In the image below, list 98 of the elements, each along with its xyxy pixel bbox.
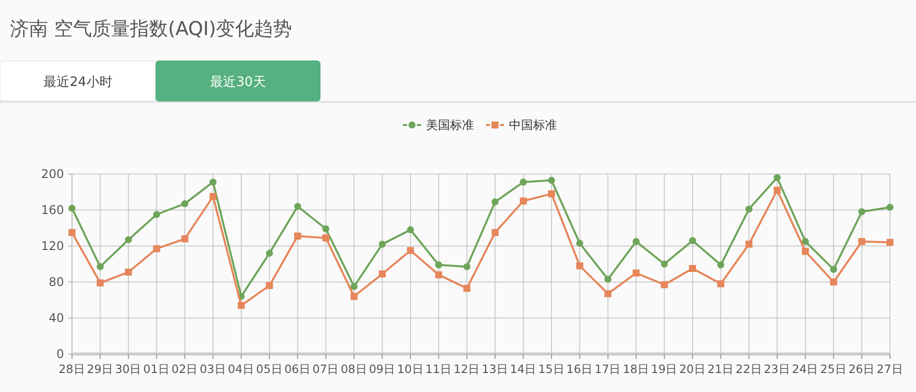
point <box>463 284 470 292</box>
point <box>435 261 442 268</box>
x-tick-label: 22日 <box>736 362 762 376</box>
point <box>350 283 358 290</box>
point <box>350 292 358 300</box>
point <box>266 282 273 290</box>
point <box>266 250 273 257</box>
x-tick-label: 23日 <box>764 362 790 376</box>
point <box>492 198 499 206</box>
point <box>463 263 470 270</box>
chart-title: 济南 空气质量指数(AQI)变化趋势 <box>10 18 292 40</box>
point <box>632 270 640 276</box>
point <box>858 208 866 216</box>
x-tick-label: 29日 <box>86 362 114 376</box>
point <box>124 268 132 276</box>
point <box>660 281 668 288</box>
x-tick-label: 24日 <box>792 362 819 376</box>
point <box>717 280 724 288</box>
x-tick-label: 28日 <box>58 362 86 376</box>
point <box>689 237 696 244</box>
x-tick-label: 12日 <box>454 362 480 376</box>
x-tick-label: 10日 <box>397 362 424 376</box>
point <box>210 178 217 186</box>
point <box>322 234 330 242</box>
y-tick-label: 40 <box>48 311 64 325</box>
legend-label: 美国标准 <box>426 118 474 132</box>
x-tick-label: 15日 <box>538 362 565 376</box>
point <box>294 202 302 210</box>
point <box>435 271 442 278</box>
point <box>802 238 809 245</box>
x-tick-label: 03日 <box>200 362 226 376</box>
point <box>745 206 752 213</box>
point <box>717 261 724 268</box>
point <box>886 204 894 211</box>
point <box>774 186 781 194</box>
x-tick-label: 13日 <box>482 362 508 376</box>
y-tick-label: 80 <box>48 275 64 289</box>
y-tick-label: 120 <box>41 239 64 253</box>
point <box>181 200 188 208</box>
point <box>604 290 612 298</box>
point <box>886 238 894 246</box>
point <box>294 232 302 240</box>
x-tick-label: 02日 <box>172 362 198 376</box>
point <box>660 260 668 268</box>
point <box>406 226 414 234</box>
x-tick-label: 07日 <box>312 362 340 376</box>
point <box>68 229 76 236</box>
point <box>378 240 386 248</box>
point <box>576 240 584 247</box>
legend-label: 中国标准 <box>509 118 557 132</box>
point <box>96 279 104 286</box>
point <box>153 211 160 218</box>
point <box>406 247 414 254</box>
x-tick-label: 16日 <box>566 362 594 376</box>
point <box>858 238 866 245</box>
point <box>632 238 640 245</box>
x-tick-label: 19日 <box>651 362 678 376</box>
x-tick-label: 30日 <box>115 362 142 376</box>
x-tick-label: 20日 <box>679 362 706 376</box>
x-tick-label: 17日 <box>594 362 622 376</box>
point <box>576 262 584 270</box>
point <box>210 193 217 200</box>
point <box>604 276 612 283</box>
y-tick-label: 160 <box>41 203 64 217</box>
point <box>520 198 527 204</box>
y-tick-label: 0 <box>56 347 64 361</box>
point <box>322 225 330 232</box>
point <box>181 235 188 242</box>
x-tick-label: 18日 <box>622 362 650 376</box>
point <box>153 245 160 252</box>
point <box>378 270 386 278</box>
x-tick-label: 21日 <box>707 362 734 376</box>
x-tick-label: 11日 <box>425 362 452 376</box>
x-tick-label: 01日 <box>143 362 170 376</box>
x-tick-label: 09日 <box>368 362 396 376</box>
point <box>492 229 499 236</box>
point <box>96 263 104 270</box>
point <box>124 236 132 244</box>
x-tick-label: 05日 <box>256 362 283 376</box>
x-tick-label: 04日 <box>228 362 255 376</box>
point <box>830 266 838 273</box>
point <box>548 190 556 198</box>
x-tick-label: 26日 <box>848 362 876 376</box>
point <box>802 248 809 255</box>
point <box>689 265 696 272</box>
y-tick-label: 200 <box>41 167 64 181</box>
point <box>520 178 527 186</box>
point <box>830 278 838 286</box>
point <box>68 204 76 212</box>
point <box>774 174 781 182</box>
x-tick-label: 14日 <box>510 362 537 376</box>
point <box>745 240 752 248</box>
x-tick-label: 27日 <box>876 362 904 376</box>
x-tick-label: 08日 <box>340 362 368 376</box>
point <box>238 302 245 309</box>
x-tick-label: 25日 <box>820 362 847 376</box>
x-tick-label: 06日 <box>284 362 311 376</box>
point <box>548 176 556 184</box>
